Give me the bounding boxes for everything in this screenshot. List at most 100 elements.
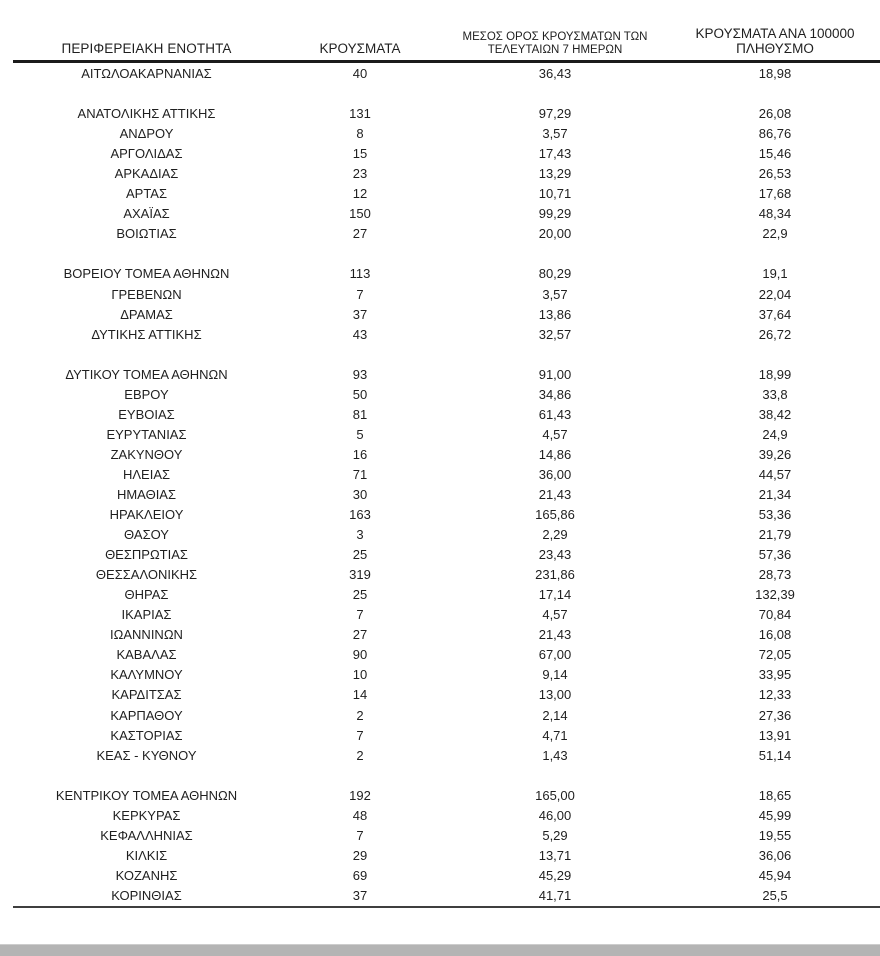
avg-7day-cell: 1,43 <box>542 747 568 763</box>
table-row: ΕΥΡΥΤΑΝΙΑΣ 5 4,57 24,9 <box>13 425 880 445</box>
table-row: ΚΙΛΚΙΣ 29 13,71 36,06 <box>13 846 880 866</box>
cases-cell: 14 <box>352 687 368 703</box>
region-name-cell: ΑΝΑΤΟΛΙΚΗΣ ΑΤΤΙΚΗΣ <box>77 106 216 122</box>
cases-cell: 7 <box>356 827 364 843</box>
per-100k-cell: 37,64 <box>758 306 792 322</box>
cases-cell: 48 <box>352 807 368 823</box>
avg-7day-cell: 80,29 <box>538 266 572 282</box>
table-row: ΗΜΑΘΙΑΣ 30 21,43 21,34 <box>13 485 880 505</box>
per-100k-cell: 53,36 <box>758 507 792 523</box>
per-100k-cell: 70,84 <box>758 607 792 623</box>
cases-cell: 27 <box>352 627 368 643</box>
per-100k-cell: 21,79 <box>758 527 792 543</box>
table-row: ΗΛΕΙΑΣ 71 36,00 44,57 <box>13 465 880 485</box>
table-row: ΖΑΚΥΝΘΟΥ 16 14,86 39,26 <box>13 445 880 465</box>
avg-7day-cell: 20,00 <box>538 226 572 242</box>
per-100k-cell: 33,95 <box>758 667 792 683</box>
avg-7day-cell: 17,14 <box>538 587 572 603</box>
table-row: ΔΥΤΙΚΟΥ ΤΟΜΕΑ ΑΘΗΝΩΝ 93 91,00 18,99 <box>13 365 880 385</box>
cases-cell: 25 <box>352 587 368 603</box>
avg-7day-cell: 36,00 <box>538 466 572 482</box>
region-name-cell: ΕΥΒΟΙΑΣ <box>118 406 175 422</box>
per-100k-cell: 86,76 <box>758 126 792 142</box>
region-name-cell: ΖΑΚΥΝΘΟΥ <box>110 446 183 462</box>
region-name-cell: ΚΑΣΤΟΡΙΑΣ <box>110 727 183 743</box>
group-spacer-row <box>13 766 880 786</box>
avg-7day-cell: 165,86 <box>535 507 575 523</box>
table-row: ΑΡΓΟΛΙΔΑΣ 15 17,43 15,46 <box>13 144 880 164</box>
table-row: ΚΕΝΤΡΙΚΟΥ ΤΟΜΕΑ ΑΘΗΝΩΝ 192 165,00 18,65 <box>13 786 880 806</box>
region-name-cell: ΚΑΡΠΑΘΟΥ <box>110 707 183 723</box>
table-row: ΚΑΒΑΛΑΣ 90 67,00 72,05 <box>13 645 880 665</box>
region-name-cell: ΘΕΣΣΑΛΟΝΙΚΗΣ <box>95 567 198 583</box>
region-name-cell: ΙΚΑΡΙΑΣ <box>121 607 172 623</box>
per-100k-cell: 26,08 <box>758 106 792 122</box>
avg-7day-cell: 97,29 <box>538 106 572 122</box>
region-name-cell: ΚΕΝΤΡΙΚΟΥ ΤΟΜΕΑ ΑΘΗΝΩΝ <box>55 787 238 803</box>
avg-7day-cell: 13,29 <box>538 166 572 182</box>
per-100k-cell: 16,08 <box>758 627 792 643</box>
cases-cell: 7 <box>356 727 364 743</box>
table-row: ΕΒΡΟΥ 50 34,86 33,8 <box>13 385 880 405</box>
region-name-cell: ΘΑΣΟΥ <box>124 527 169 543</box>
regional-cases-table: ΠΕΡΙΦΕΡΕΙΑΚΗ ΕΝΟΤΗΤΑ ΚΡΟΥΣΜΑΤΑ ΜΕΣΟΣ ΟΡΟ… <box>13 0 880 908</box>
group-spacer-row <box>13 244 880 264</box>
region-name-cell: ΑΡΤΑΣ <box>125 186 168 202</box>
table-row: ΑΙΤΩΛΟΑΚΑΡΝΑΝΙΑΣ 40 36,43 18,98 <box>13 64 880 84</box>
avg-7day-cell: 23,43 <box>538 547 572 563</box>
cases-cell: 8 <box>356 126 364 142</box>
table-row: ΑΧΑΪΑΣ 150 99,29 48,34 <box>13 204 880 224</box>
per-100k-cell: 15,46 <box>758 146 792 162</box>
cases-cell: 25 <box>352 547 368 563</box>
group-spacer-row <box>13 84 880 104</box>
per-100k-cell: 26,72 <box>758 326 792 342</box>
cases-cell: 93 <box>352 366 368 382</box>
cases-cell: 81 <box>352 406 368 422</box>
per-100k-cell: 26,53 <box>758 166 792 182</box>
per-100k-cell: 24,9 <box>762 426 788 442</box>
avg-7day-cell: 99,29 <box>538 206 572 222</box>
avg-7day-cell: 34,86 <box>538 386 572 402</box>
cases-cell: 7 <box>356 286 364 302</box>
cases-cell: 7 <box>356 607 364 623</box>
cases-cell: 37 <box>352 306 368 322</box>
avg-7day-cell: 36,43 <box>538 66 572 81</box>
region-name-cell: ΚΑΡΔΙΤΣΑΣ <box>111 687 182 703</box>
table-row: ΚΕΦΑΛΛΗΝΙΑΣ 7 5,29 19,55 <box>13 826 880 846</box>
region-name-cell: ΚΟΡΙΝΘΙΑΣ <box>111 887 182 903</box>
region-name-cell: ΔΥΤΙΚΗΣ ΑΤΤΙΚΗΣ <box>91 326 202 342</box>
table-row: ΚΑΣΤΟΡΙΑΣ 7 4,71 13,91 <box>13 726 880 746</box>
table-row: ΗΡΑΚΛΕΙΟΥ 163 165,86 53,36 <box>13 505 880 525</box>
region-name-cell: ΘΕΣΠΡΩΤΙΑΣ <box>105 547 188 563</box>
table-row: ΚΟΖΑΝΗΣ 69 45,29 45,94 <box>13 866 880 886</box>
cases-cell: 15 <box>352 146 368 162</box>
region-name-cell: ΗΡΑΚΛΕΙΟΥ <box>109 507 184 523</box>
avg-7day-cell: 45,29 <box>538 867 572 883</box>
avg-7day-cell: 13,86 <box>538 306 572 322</box>
avg-7day-cell: 3,57 <box>542 286 568 302</box>
table-header-row: ΠΕΡΙΦΕΡΕΙΑΚΗ ΕΝΟΤΗΤΑ ΚΡΟΥΣΜΑΤΑ ΜΕΣΟΣ ΟΡΟ… <box>13 0 880 63</box>
region-name-cell: ΑΡΓΟΛΙΔΑΣ <box>110 146 183 162</box>
cases-cell: 2 <box>356 707 364 723</box>
region-name-cell: ΔΡΑΜΑΣ <box>120 306 173 322</box>
table-row: ΚΑΡΠΑΘΟΥ 2 2,14 27,36 <box>13 706 880 726</box>
region-name-cell: ΚΟΖΑΝΗΣ <box>115 867 178 883</box>
per-100k-cell: 19,1 <box>762 266 788 282</box>
column-header-region-label: ΠΕΡΙΦΕΡΕΙΑΚΗ ΕΝΟΤΗΤΑ <box>61 41 232 57</box>
region-name-cell: ΗΜΑΘΙΑΣ <box>116 486 177 502</box>
cases-cell: 23 <box>352 166 368 182</box>
column-header-per-100k: ΚΡΟΥΣΜΑΤΑ ΑΝΑ 100000 ΠΛΗΘΥΣΜΟ <box>670 26 880 60</box>
cases-cell: 131 <box>349 106 371 122</box>
group-spacer-row <box>13 345 880 365</box>
table-row: ΓΡΕΒΕΝΩΝ 7 3,57 22,04 <box>13 285 880 305</box>
avg-7day-cell: 4,57 <box>542 426 568 442</box>
per-100k-cell: 36,06 <box>758 847 792 863</box>
cases-cell: 69 <box>352 867 368 883</box>
cases-cell: 163 <box>349 507 371 523</box>
region-name-cell: ΕΒΡΟΥ <box>124 386 169 402</box>
table-row: ΔΡΑΜΑΣ 37 13,86 37,64 <box>13 305 880 325</box>
table-row: ΚΕΑΣ - ΚΥΘΝΟΥ 2 1,43 51,14 <box>13 746 880 766</box>
table-row: ΒΟΡΕΙΟΥ ΤΟΜΕΑ ΑΘΗΝΩΝ 113 80,29 19,1 <box>13 264 880 284</box>
table-row: ΘΕΣΣΑΛΟΝΙΚΗΣ 319 231,86 28,73 <box>13 565 880 585</box>
